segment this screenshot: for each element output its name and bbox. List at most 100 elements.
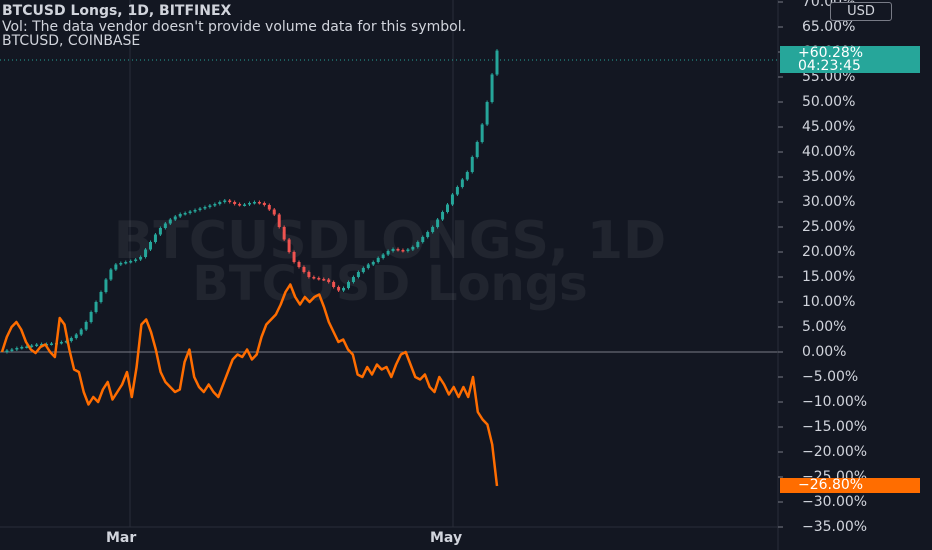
candle-body (431, 227, 435, 232)
candle-body (89, 312, 93, 322)
candle-body (208, 205, 212, 207)
candle-body (292, 252, 296, 262)
candle-body (436, 219, 440, 227)
longs-last-price-tag: +60.28% 04:23:45 (780, 46, 920, 73)
watermark-line1: BTCUSDLONGS, 1D (114, 211, 666, 271)
candle-body (450, 194, 454, 205)
candle-body (40, 344, 44, 346)
candle-body (401, 250, 405, 252)
candle-body (426, 232, 430, 237)
candle-body (139, 257, 143, 260)
candle-body (277, 214, 281, 227)
candle-body (396, 249, 400, 251)
candle-body (5, 350, 9, 352)
candle-body (441, 212, 445, 220)
candle-body (183, 213, 187, 215)
candle-body (386, 251, 390, 255)
btc-last-price-tag: −26.80% (780, 478, 920, 493)
candle-body (327, 279, 331, 282)
candle-body (460, 179, 464, 187)
price-scale-label: 55.00% (802, 69, 856, 85)
candle-body (64, 341, 68, 343)
candle-body (228, 200, 232, 202)
price-scale-label: 10.00% (802, 294, 856, 310)
candle-body (238, 204, 242, 206)
candle-body (361, 268, 365, 272)
candle-body (20, 347, 24, 349)
candle-body (129, 261, 133, 263)
candle-body (35, 344, 39, 346)
candle-body (312, 277, 316, 279)
bar-countdown: 04:23:45 (798, 58, 861, 74)
price-scale-label: 20.00% (802, 244, 856, 260)
price-scale-label: −30.00% (802, 494, 868, 510)
candle-body (69, 338, 73, 341)
candle-body (74, 334, 78, 338)
candle-body (59, 342, 63, 344)
price-scale-label: 30.00% (802, 194, 856, 210)
candle-body (465, 172, 469, 180)
price-scale-label: −20.00% (802, 444, 868, 460)
candle-body (99, 292, 103, 302)
candle-body (218, 202, 222, 204)
candle-body (188, 211, 192, 213)
price-scale-label: 70.00% (802, 0, 856, 10)
candle-body (173, 216, 177, 220)
watermark-line2: BTCUSD Longs (192, 256, 587, 312)
candle-body (119, 263, 123, 265)
candle-body (243, 204, 247, 206)
candle-body (366, 264, 370, 268)
currency-button[interactable]: USD (830, 2, 892, 21)
price-scale-label: −5.00% (802, 369, 859, 385)
candle-body (317, 278, 321, 280)
candle-body (233, 202, 237, 204)
candle-body (416, 242, 420, 247)
candle-body (347, 282, 350, 288)
candle-body (287, 239, 291, 252)
candle-body (50, 343, 53, 345)
candle-body (332, 282, 336, 287)
candle-body (198, 208, 202, 210)
longs-last-value: +60.28% (798, 45, 864, 61)
candle-body (79, 329, 83, 335)
legend-compare-symbol[interactable]: BTCUSD, COINBASE (2, 33, 141, 49)
candle-body (134, 259, 138, 261)
time-label-may: May (430, 530, 463, 546)
price-scale-label: 40.00% (802, 144, 856, 160)
candle-body (406, 249, 410, 251)
candle-body (371, 262, 375, 265)
candle-body (446, 204, 449, 212)
candle-body (272, 209, 276, 215)
candle-body (307, 272, 311, 277)
candle-body (10, 349, 14, 351)
candle-body (104, 279, 108, 292)
price-scale-label: −10.00% (802, 394, 868, 410)
candle-body (356, 272, 360, 277)
candle-body (30, 345, 34, 347)
candle-body (376, 258, 380, 262)
candle-body (178, 214, 182, 217)
candle-body (480, 124, 484, 142)
candle-body (381, 254, 385, 258)
longs-candles-series (5, 49, 499, 354)
candle-body (149, 242, 152, 250)
price-scale-label: 45.00% (802, 119, 856, 135)
candle-body (342, 288, 346, 291)
candle-body (114, 264, 118, 270)
candle-body (322, 279, 326, 281)
price-scale-label: 15.00% (802, 269, 856, 285)
candle-body (193, 210, 197, 212)
candle-body (94, 302, 98, 312)
candle-body (163, 223, 167, 228)
candle-body (203, 207, 207, 209)
legend-main-symbol[interactable]: BTCUSD Longs, 1D, BITFINEX (2, 3, 232, 19)
candle-body (485, 102, 489, 125)
price-scale-label: 50.00% (802, 94, 856, 110)
candle-body (158, 228, 162, 235)
candle-body (391, 249, 395, 251)
candle-body (124, 262, 128, 264)
price-scale-label: 25.00% (802, 219, 856, 235)
candle-body (302, 267, 306, 272)
